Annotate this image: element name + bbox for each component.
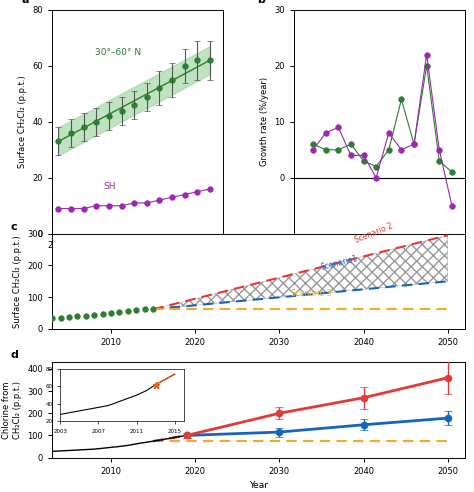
Y-axis label: Surface CH₂Cl₂ (p.p.t.): Surface CH₂Cl₂ (p.p.t.) (18, 75, 27, 168)
Text: 30°–60° N: 30°–60° N (95, 48, 141, 57)
Y-axis label: Surface CH₂Cl₂ (p.p.t.): Surface CH₂Cl₂ (p.p.t.) (13, 235, 22, 328)
X-axis label: Year: Year (249, 481, 268, 490)
X-axis label: Year: Year (128, 255, 147, 264)
Text: d: d (11, 350, 19, 361)
Text: a: a (21, 0, 29, 5)
Y-axis label: Growth rate (%/year): Growth rate (%/year) (260, 77, 269, 166)
Text: Scenario 2: Scenario 2 (353, 222, 394, 245)
Text: b: b (256, 0, 264, 5)
X-axis label: Year: Year (370, 255, 389, 264)
Text: SH: SH (103, 182, 116, 191)
Text: Scenario 3: Scenario 3 (292, 289, 332, 298)
Text: Scenario1: Scenario1 (320, 254, 359, 272)
Text: c: c (11, 222, 18, 232)
Y-axis label: Chlorine from
CH₂Cl₂ (p.p.t.): Chlorine from CH₂Cl₂ (p.p.t.) (2, 381, 22, 439)
